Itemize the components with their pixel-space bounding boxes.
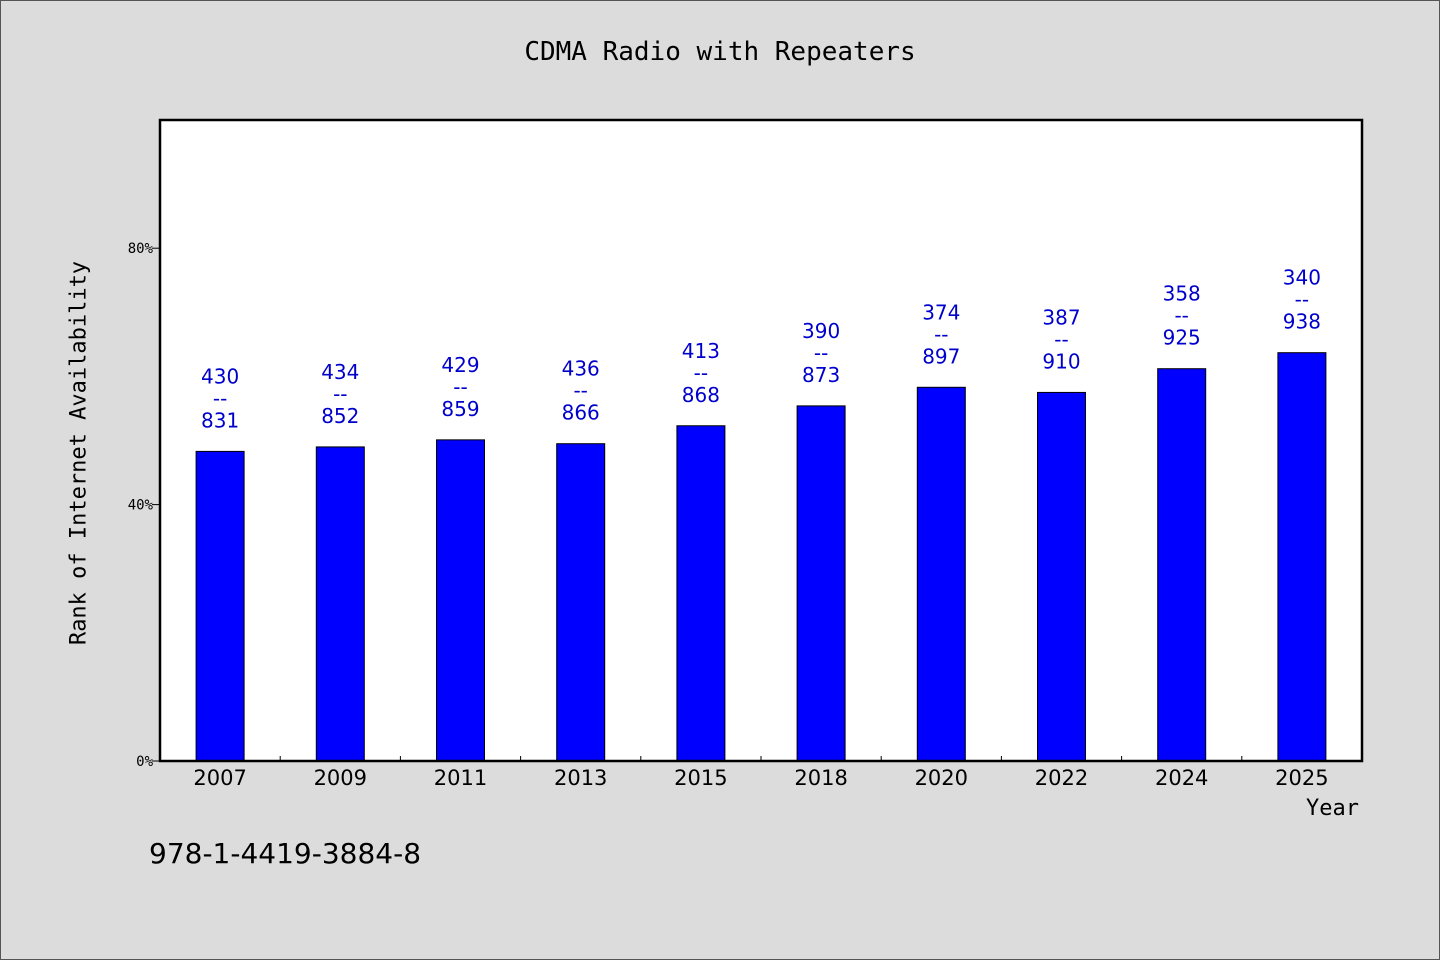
x-tick-label: 2015 [674,766,727,790]
x-tick-label: 2018 [794,766,847,790]
data-label: 873 [802,363,840,387]
bar [1157,368,1207,762]
data-label: 390 [802,319,840,343]
data-label: 852 [321,404,359,428]
chart-title: CDMA Radio with Repeaters [524,37,916,67]
bar [315,446,365,762]
x-tick-label: 2020 [915,766,968,790]
plot-frame [158,118,1364,763]
data-label: 429 [441,353,479,377]
data-label: 831 [201,408,239,432]
x-axis-label: Year [1306,796,1359,821]
data-label: 430 [201,364,239,388]
x-tick-label: 2013 [554,766,607,790]
data-label: -- [333,382,347,406]
bar [676,425,726,762]
bar [195,450,245,762]
data-label: -- [934,322,948,346]
data-label: 387 [1042,305,1080,329]
data-label: -- [1054,327,1068,351]
data-label: 374 [922,300,960,324]
data-label: -- [573,379,587,403]
data-label: -- [814,341,828,365]
isbn-text: 978-1-4419-3884-8 [149,837,422,870]
x-tick-label: 2009 [314,766,367,790]
x-tick-label: 2024 [1155,766,1208,790]
data-label: -- [1295,288,1309,312]
data-label: 910 [1042,349,1080,373]
bar [796,405,846,762]
data-label: 434 [321,360,359,384]
data-label: -- [213,386,227,410]
x-tick-label: 2025 [1275,766,1328,790]
y-tick-label: 0% [136,754,153,770]
bar [1037,391,1086,762]
data-label: -- [694,361,708,385]
bar [556,443,606,762]
bar [916,386,966,762]
data-label: -- [1174,304,1188,328]
data-label: 868 [682,383,720,407]
x-tick-label: 2011 [434,766,487,790]
x-tick-label: 2007 [193,766,246,790]
bar [436,439,485,762]
data-label: 897 [922,344,960,368]
data-label: -- [453,375,467,399]
data-label: 413 [682,339,720,363]
data-label: 925 [1163,326,1201,350]
data-label: 938 [1283,310,1321,334]
data-label: 358 [1163,282,1201,306]
x-tick-label: 2022 [1035,766,1088,790]
data-label: 436 [562,357,600,381]
y-tick-label: 40% [128,498,154,514]
data-label: 859 [441,397,479,421]
bar [1277,352,1327,762]
y-tick-label: 80% [128,241,154,257]
data-label: 866 [562,401,600,425]
data-label: 340 [1283,266,1321,290]
